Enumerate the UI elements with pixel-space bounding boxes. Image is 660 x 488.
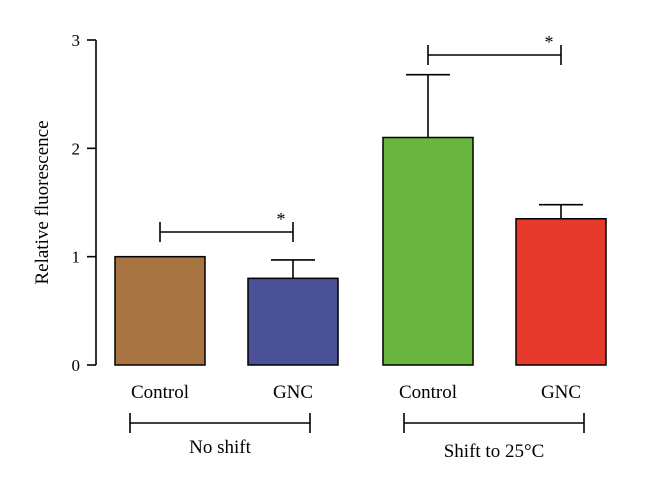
significance-label: *	[545, 32, 554, 52]
group-bracket: Shift to 25°C	[403, 413, 585, 462]
y-tick-label: 1	[72, 248, 81, 267]
annotations: * * No shift Shift to 25°C	[129, 32, 585, 462]
significance-label: *	[277, 209, 286, 229]
significance-bracket: *	[427, 32, 562, 65]
significance-bracket: *	[159, 209, 294, 242]
category-label: Control	[399, 382, 457, 403]
y-tick-label: 0	[72, 356, 81, 375]
axes: 0 1 2 3 Relative fluorescence	[32, 31, 97, 375]
bar-3	[382, 136, 474, 366]
group-label: No shift	[189, 437, 251, 458]
bar-2	[247, 277, 339, 366]
bar-4	[515, 218, 607, 366]
category-label: Control	[131, 382, 189, 403]
group-bracket: No shift	[129, 413, 311, 458]
category-label: GNC	[273, 382, 313, 403]
y-tick-label: 3	[72, 31, 81, 50]
y-axis-label: Relative fluorescence	[32, 120, 53, 284]
bars: Control GNC Control GNC	[114, 73, 607, 403]
category-label: GNC	[541, 382, 581, 403]
y-tick-label: 2	[72, 139, 81, 158]
group-label: Shift to 25°C	[444, 441, 545, 462]
bar-1	[114, 255, 206, 366]
